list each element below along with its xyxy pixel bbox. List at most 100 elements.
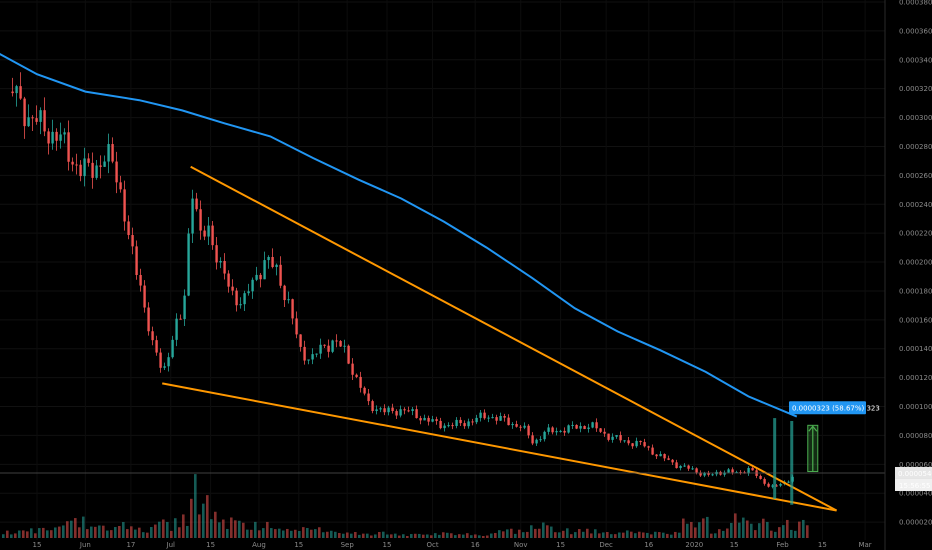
volume-bar: [446, 532, 449, 538]
volume-bar: [390, 534, 393, 538]
candle-body: [483, 412, 486, 419]
x-tick-label: 16: [644, 541, 653, 549]
candle-body: [667, 458, 670, 460]
candle-body: [779, 483, 782, 486]
candle-body: [59, 134, 62, 141]
candle-body: [131, 235, 134, 247]
candle-body: [115, 161, 118, 183]
volume-bar: [182, 514, 185, 538]
candle-body: [491, 417, 494, 419]
volume-bar: [782, 525, 785, 538]
time-axis[interactable]: 15 Jun 17 Jul 15 Aug 15 Sep 15 Oct 16 Nov 15 Dec 16 202…: [33, 541, 872, 549]
volume-bar: [690, 521, 693, 538]
volume-bar: [506, 529, 509, 538]
candle-body: [79, 164, 82, 177]
volume-bar: [674, 531, 677, 538]
volume-bar: [502, 531, 505, 538]
volume-bar: [38, 528, 41, 538]
moving-average-line: [0, 52, 798, 418]
candle-body: [339, 341, 342, 347]
candle-body: [699, 472, 702, 476]
candle-body: [647, 446, 650, 448]
candle-body: [83, 158, 86, 177]
measure-tool[interactable]: 0.0000323 (58.67%) 323: [773, 401, 880, 505]
volume-bar: [18, 530, 21, 538]
volume-bar: [202, 503, 205, 538]
candle-body: [643, 442, 646, 447]
candle-body: [631, 443, 634, 447]
candle-body: [111, 144, 114, 162]
candle-body: [775, 485, 778, 487]
volume-bar: [226, 528, 229, 538]
candle-body: [75, 164, 78, 166]
candle-body: [207, 225, 210, 237]
volume-bar: [622, 532, 625, 538]
volume-bar: [726, 528, 729, 538]
candle-body: [375, 409, 378, 412]
volume-bar: [290, 530, 293, 538]
candle-body: [447, 425, 450, 427]
volume-bar: [214, 511, 217, 538]
volume-bar: [618, 532, 621, 538]
volume-bar: [138, 527, 141, 538]
grid: [0, 0, 885, 540]
volume-bar: [10, 534, 13, 538]
volume-bar: [190, 498, 193, 538]
candle-body: [587, 427, 590, 430]
candle-body: [323, 344, 326, 346]
volume-bar: [454, 535, 457, 538]
candle-body: [671, 459, 674, 463]
volume-bar: [738, 522, 741, 538]
candle-body: [315, 353, 318, 355]
candle-body: [427, 417, 430, 422]
candle-body: [727, 469, 730, 473]
candle-body: [211, 225, 214, 246]
candle-body: [275, 264, 278, 268]
volume-bar: [54, 527, 57, 538]
candle-body: [15, 86, 18, 94]
candle-body: [151, 331, 154, 341]
candle-body: [187, 233, 190, 296]
volume-bar: [374, 534, 377, 538]
candle-body: [635, 440, 638, 447]
x-tick-label: Jun: [79, 541, 91, 549]
x-tick-label: Aug: [252, 541, 266, 549]
volume-bar: [34, 533, 37, 538]
volume-bar: [330, 530, 333, 538]
volume-bar: [110, 530, 113, 538]
volume-bar: [426, 534, 429, 538]
volume-bar: [302, 527, 305, 538]
candle-body: [19, 86, 22, 99]
volume-bar: [130, 526, 133, 538]
volume-bar: [410, 534, 413, 538]
volume-bar: [478, 535, 481, 538]
candle-body: [435, 419, 438, 421]
candle-body: [51, 131, 54, 144]
volume-bar: [14, 533, 17, 538]
volume-bar: [62, 525, 65, 538]
volume-bar: [306, 528, 309, 538]
volume-bar: [474, 534, 477, 538]
volume-bar: [70, 520, 73, 538]
volume-bar: [174, 518, 177, 538]
volume-bar: [386, 534, 389, 538]
volume-bar: [250, 529, 253, 538]
volume-bar: [518, 529, 521, 538]
trendlines[interactable]: [162, 165, 838, 512]
candle-body: [455, 419, 458, 426]
candle-body: [167, 357, 170, 367]
candle-body: [43, 110, 46, 132]
volume-bar: [158, 521, 161, 538]
volume-bar: [490, 533, 493, 538]
candle-body: [155, 340, 158, 353]
volume-bar: [170, 530, 173, 538]
candle-body: [731, 469, 734, 473]
candle-body: [591, 422, 594, 428]
volume-bar: [378, 531, 381, 538]
